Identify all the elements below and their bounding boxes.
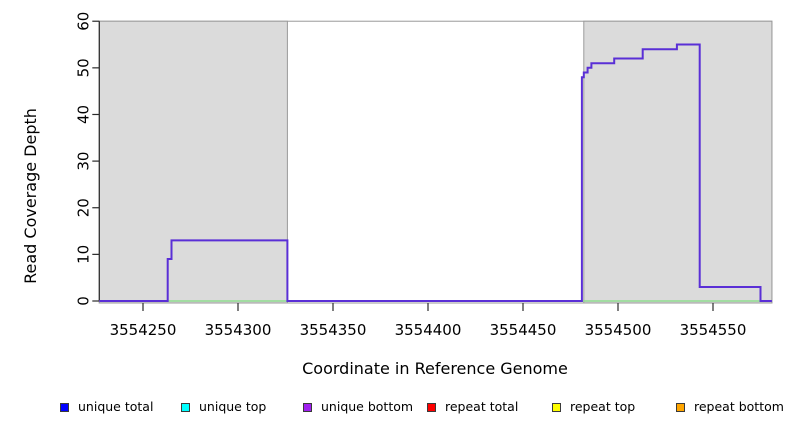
- x-tick-label: 3554350: [300, 321, 367, 339]
- legend-label: repeat total: [445, 398, 519, 414]
- repeat-bottom-swatch: [676, 402, 685, 412]
- y-tick-label: 20: [75, 198, 93, 217]
- shaded-regions: [98, 20, 773, 304]
- legend: unique total unique top unique bottom re…: [0, 398, 792, 416]
- legend-item-unique-top: unique top: [181, 398, 266, 416]
- x-tick-label: 3554300: [205, 321, 272, 339]
- coverage-step-line: [99, 43, 772, 302]
- legend-item-repeat-top: repeat top: [552, 398, 635, 416]
- unique-bottom-swatch: [303, 402, 312, 412]
- y-tick-label: 60: [75, 12, 93, 31]
- repeat-total-swatch: [427, 402, 436, 412]
- y-tick-label: 40: [75, 105, 93, 124]
- left-masked-region: [98, 20, 288, 304]
- unique-top-swatch: [181, 402, 190, 412]
- x-axis-title: Coordinate in Reference Genome: [302, 359, 568, 378]
- legend-label: unique top: [199, 398, 267, 414]
- legend-label: unique bottom: [321, 398, 414, 414]
- y-tick-label: 10: [75, 245, 93, 264]
- x-tick-label: 3554500: [585, 321, 652, 339]
- legend-label: repeat top: [570, 398, 636, 414]
- coverage-step-path: [99, 43, 772, 302]
- x-tick-label: 3554400: [395, 321, 462, 339]
- legend-item-repeat-total: repeat total: [427, 398, 518, 416]
- legend-item-repeat-bottom: repeat bottom: [676, 398, 784, 416]
- y-tick-label: 50: [75, 58, 93, 77]
- x-tick-label: 3554250: [110, 321, 177, 339]
- legend-item-unique-total: unique total: [60, 398, 153, 416]
- x-tick-label: 3554450: [490, 321, 557, 339]
- x-axis: 3554250 3554300 3554350 3554400 3554450 35545…: [110, 303, 747, 339]
- unique-total-swatch: [60, 402, 69, 412]
- repeat-top-swatch: [552, 402, 561, 412]
- y-axis-title: Read Coverage Depth: [21, 108, 40, 284]
- legend-label: unique total: [78, 398, 154, 414]
- x-tick-label: 3554550: [680, 321, 747, 339]
- legend-label: repeat bottom: [694, 398, 784, 414]
- legend-item-unique-bottom: unique bottom: [303, 398, 413, 416]
- y-tick-label: 30: [75, 152, 93, 171]
- y-tick-label: 0: [75, 296, 93, 306]
- right-masked-region: [583, 20, 773, 304]
- y-axis: 0 10 20 30 40 50 60: [75, 12, 100, 306]
